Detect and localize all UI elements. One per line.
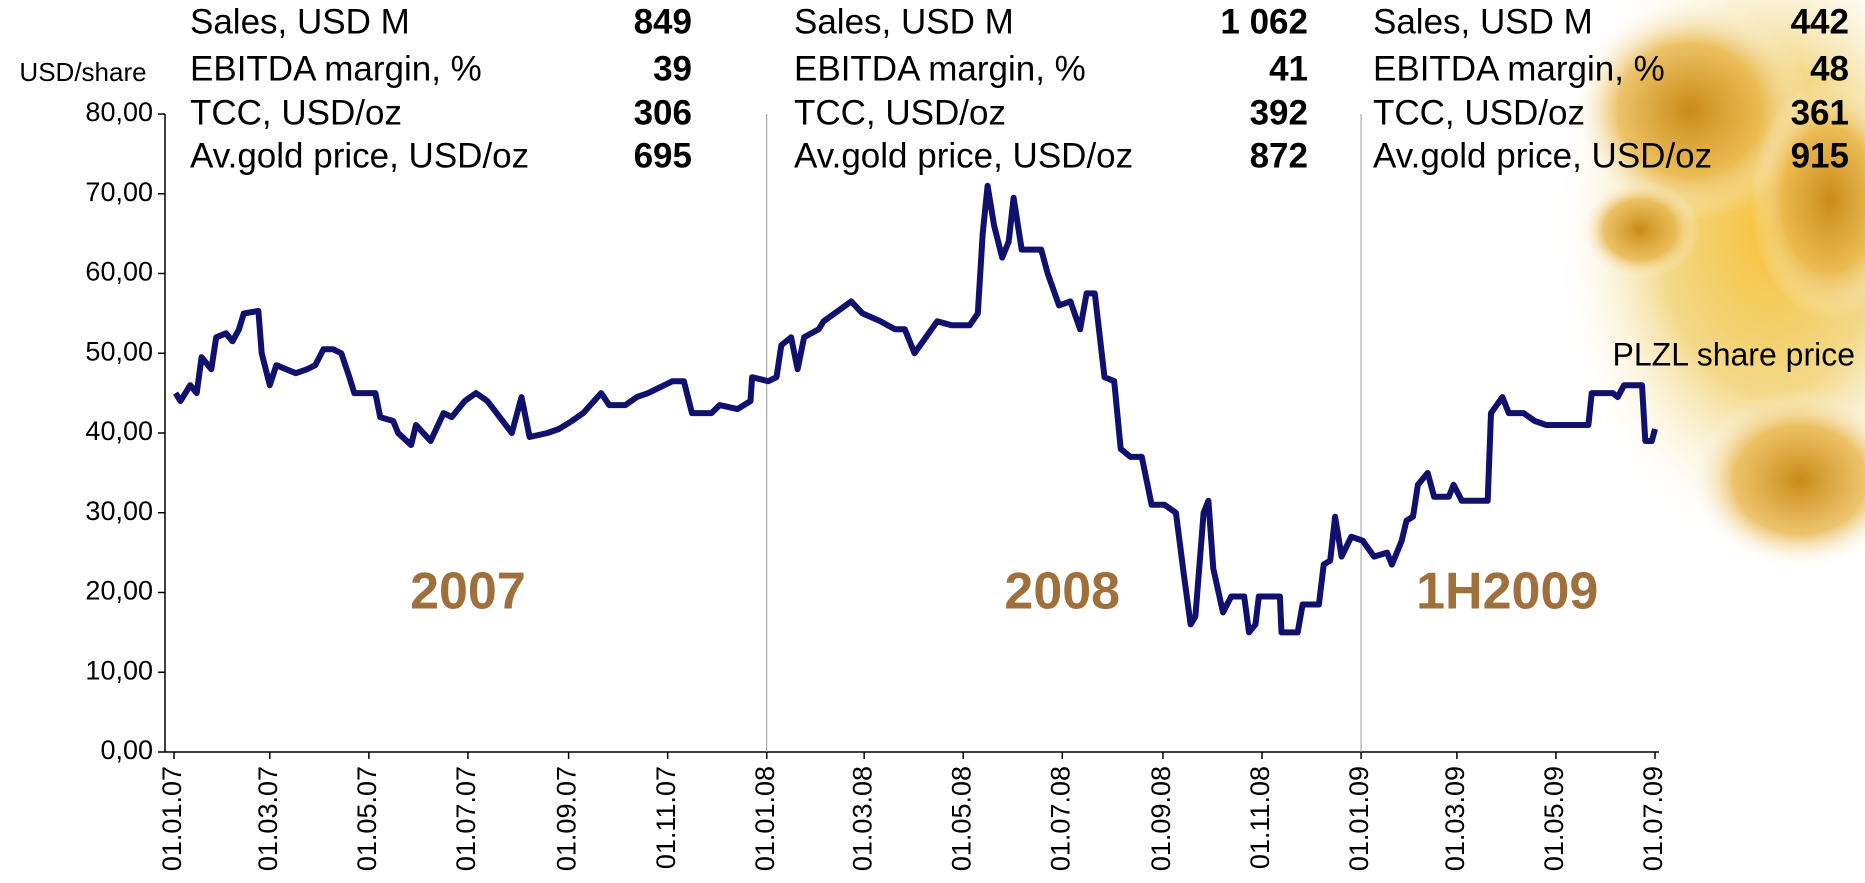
series-label: PLZL share price bbox=[1613, 336, 1855, 372]
panel-label: TCC, USD/oz bbox=[794, 93, 1006, 132]
panel-value: 915 bbox=[1791, 136, 1849, 175]
y-tick-label: 0,00 bbox=[100, 735, 153, 765]
y-tick-label: 70,00 bbox=[85, 177, 153, 207]
panel-value: 392 bbox=[1250, 93, 1308, 132]
panel-value: 39 bbox=[653, 49, 692, 88]
panel-label: Sales, USD M bbox=[794, 2, 1014, 41]
x-tick-label: 01.03.08 bbox=[847, 766, 877, 871]
x-tick-label: 01.07.08 bbox=[1045, 766, 1075, 871]
panel-value: 695 bbox=[634, 136, 692, 175]
y-tick-label: 60,00 bbox=[85, 257, 153, 287]
background-gold bbox=[1550, 0, 1865, 570]
panel-label: EBITDA margin, % bbox=[794, 49, 1086, 88]
panel-label: Av.gold price, USD/oz bbox=[1373, 136, 1712, 175]
panel-value: 849 bbox=[634, 2, 692, 41]
panel-value: 872 bbox=[1250, 136, 1308, 175]
panel-label: Av.gold price, USD/oz bbox=[794, 136, 1133, 175]
y-tick-label: 40,00 bbox=[85, 416, 153, 446]
period-label: 2007 bbox=[410, 563, 526, 621]
panel-value: 1 062 bbox=[1220, 2, 1308, 41]
x-tick-label: 01.03.07 bbox=[253, 766, 283, 871]
panel-value: 306 bbox=[634, 93, 692, 132]
x-tick-label: 01.05.09 bbox=[1539, 766, 1569, 871]
price-line bbox=[173, 182, 1658, 636]
x-tick-label: 01.07.07 bbox=[451, 766, 481, 871]
panel-label: Sales, USD M bbox=[1373, 2, 1593, 41]
y-tick-label: 50,00 bbox=[85, 336, 153, 366]
y-tick-label: 80,00 bbox=[85, 97, 153, 127]
x-tick-label: 01.11.07 bbox=[651, 766, 681, 869]
x-tick-label: 01.01.09 bbox=[1344, 766, 1374, 871]
x-tick-label: 01.05.07 bbox=[352, 766, 382, 871]
panel-value: 48 bbox=[1810, 49, 1849, 88]
y-tick-label: 30,00 bbox=[85, 496, 153, 526]
panel-label: Sales, USD M bbox=[190, 2, 410, 41]
panel-label: TCC, USD/oz bbox=[1373, 93, 1585, 132]
panel-label: TCC, USD/oz bbox=[190, 93, 402, 132]
x-tick-label: 01.01.07 bbox=[157, 766, 187, 871]
panel-label: Av.gold price, USD/oz bbox=[190, 136, 529, 175]
period-label: 1H2009 bbox=[1416, 563, 1598, 621]
x-tick-label: 01.11.08 bbox=[1245, 766, 1275, 869]
panel-value: 41 bbox=[1269, 49, 1308, 88]
x-tick-label: 01.07.09 bbox=[1638, 766, 1668, 871]
y-tick-label: 20,00 bbox=[85, 576, 153, 606]
x-tick-label: 01.05.08 bbox=[946, 766, 976, 871]
x-tick-label: 01.03.09 bbox=[1440, 766, 1470, 871]
panel-label: EBITDA margin, % bbox=[190, 49, 482, 88]
y-tick-label: 10,00 bbox=[85, 655, 153, 685]
panel-label: EBITDA margin, % bbox=[1373, 49, 1665, 88]
y-axis-label: USD/share bbox=[19, 57, 146, 87]
panel-value: 442 bbox=[1791, 2, 1849, 41]
x-tick-label: 01.01.08 bbox=[750, 766, 780, 871]
x-tick-label: 01.09.08 bbox=[1146, 766, 1176, 871]
x-tick-label: 01.09.07 bbox=[552, 766, 582, 871]
panel-value: 361 bbox=[1791, 93, 1849, 132]
period-label: 2008 bbox=[1004, 563, 1120, 621]
